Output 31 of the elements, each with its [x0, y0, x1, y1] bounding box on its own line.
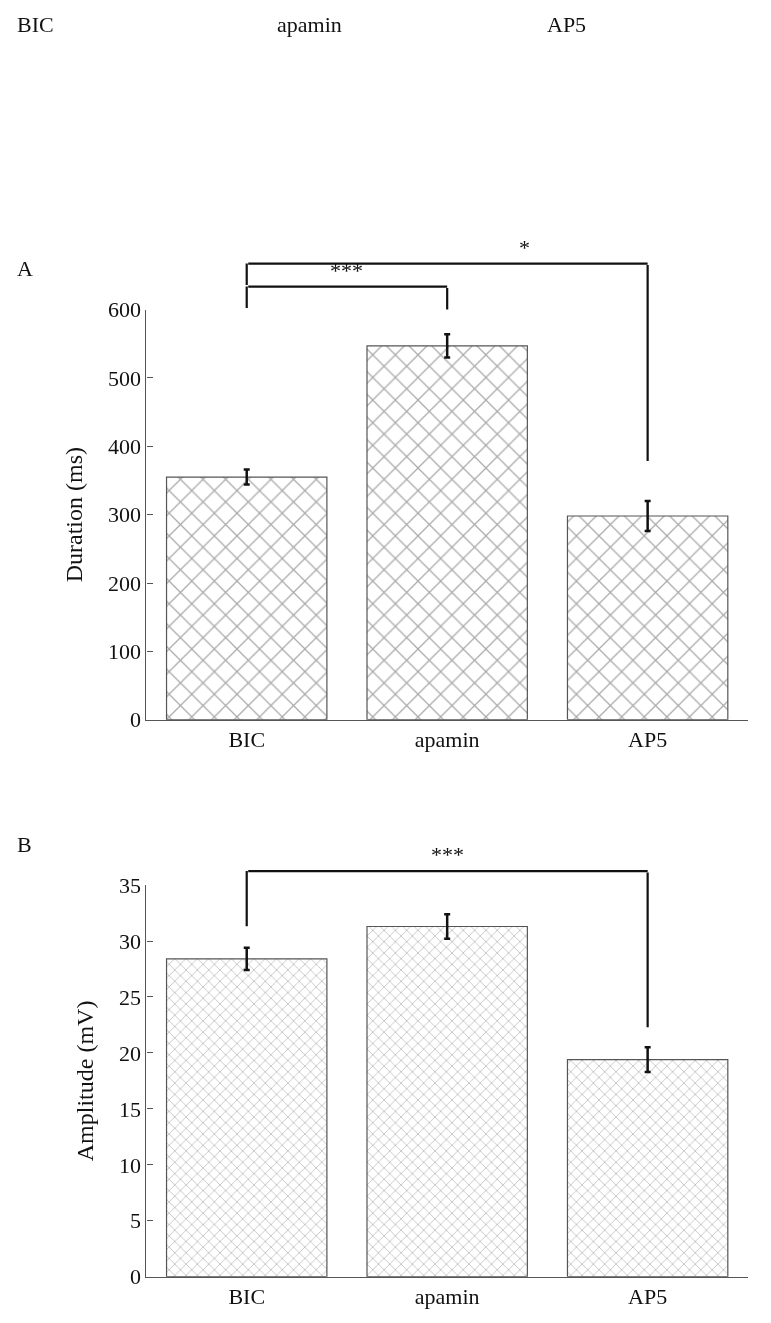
y-tick-label: 20 — [118, 1040, 141, 1066]
y-tick-label: 200 — [107, 570, 141, 596]
y-tick-label: 10 — [118, 1152, 141, 1178]
x-tick-label: apamin — [414, 1284, 480, 1310]
text: B — [17, 832, 32, 857]
y-tick-label: 100 — [107, 639, 141, 665]
y-tick-label: 15 — [118, 1096, 141, 1122]
text: * — [519, 235, 530, 260]
x-tick-label: BIC — [228, 1284, 266, 1310]
y-tick-label: 300 — [107, 502, 141, 528]
y-axis-title: Duration (ms) — [61, 446, 88, 583]
y-axis-title: Amplitude (mV) — [72, 1000, 99, 1162]
y-tick-label: 35 — [118, 872, 141, 898]
y-tick-label: 0 — [129, 1264, 141, 1290]
x-tick-label: BIC — [228, 727, 266, 753]
text: AP5 — [547, 12, 587, 37]
text: apamin — [277, 12, 342, 37]
text: *** — [431, 842, 464, 867]
text: *** — [330, 258, 363, 283]
x-tick-label: apamin — [414, 727, 480, 753]
y-tick-label: 400 — [107, 433, 141, 459]
x-tick-label: AP5 — [628, 727, 668, 753]
y-tick-label: 0 — [129, 707, 141, 733]
y-tick-label: 500 — [107, 365, 141, 391]
y-tick-label: 600 — [107, 297, 141, 323]
y-tick-label: 30 — [118, 928, 141, 954]
y-tick-label: 5 — [129, 1208, 141, 1234]
x-tick-label: AP5 — [628, 1284, 668, 1310]
text: A — [17, 256, 33, 281]
text: BIC — [17, 12, 54, 37]
y-tick-label: 25 — [118, 984, 141, 1010]
